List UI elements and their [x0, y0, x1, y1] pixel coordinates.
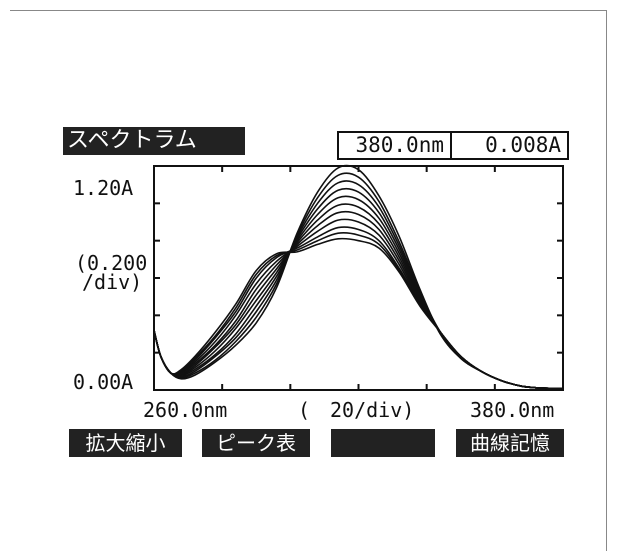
screen-frame [10, 10, 607, 551]
x-scale-open: ( [298, 398, 311, 422]
spectrum-curve-9 [153, 226, 564, 390]
plot-curves [153, 164, 564, 390]
y-scale-label-line1: (0.200 [75, 251, 148, 275]
y-min-label: 0.00A [73, 370, 134, 394]
spectrum-curve-8 [153, 218, 564, 390]
x-max-label: 380.0nm [470, 398, 555, 422]
spectrum-curve-11 [153, 237, 564, 390]
screen-title: スペクトラム [63, 127, 245, 155]
x-scale-label: 20/div) [330, 398, 415, 422]
plot-ticks [153, 165, 564, 391]
blank-function-button[interactable] [331, 429, 435, 457]
x-min-label: 260.0nm [143, 398, 228, 422]
zoom-button[interactable]: 拡大縮小 [69, 429, 182, 457]
spectrum-curve-4 [153, 187, 564, 390]
y-max-label: 1.20A [73, 176, 134, 200]
spectrum-curve-3 [153, 180, 564, 390]
peak-table-button[interactable]: ピーク表 [202, 429, 310, 457]
y-scale-label-line2: /div) [82, 270, 143, 294]
absorbance-readout: 0.008A [450, 131, 569, 160]
spectrum-curve-10 [153, 232, 564, 390]
save-curve-button[interactable]: 曲線記憶 [456, 429, 564, 457]
